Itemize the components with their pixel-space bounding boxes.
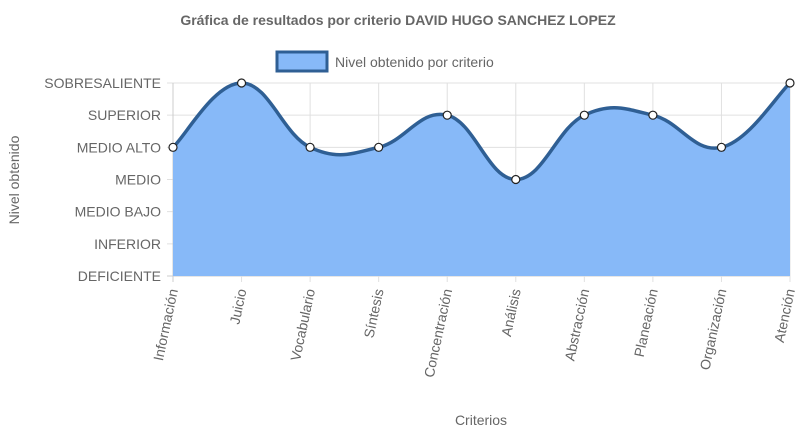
y-tick-label: MEDIO [115,172,161,188]
y-tick-label: MEDIO BAJO [75,204,161,220]
x-tick-label: Información [150,287,181,362]
x-tick-label: Vocabulario [287,287,318,362]
data-points [168,78,795,185]
data-point [305,142,315,152]
y-tick-label: SUPERIOR [88,107,161,123]
legend-swatch[interactable] [275,50,329,73]
x-tick-label: Juicio [226,287,249,326]
x-tick-label: Análisis [498,287,524,338]
chart-title: Gráfica de resultados por criterio DAVID… [180,12,616,28]
data-point [785,78,795,88]
y-tick-label: DEFICIENTE [78,268,161,284]
data-point [442,110,452,120]
data-point [374,142,384,152]
series-line [171,81,792,182]
data-point [236,78,247,88]
x-tick-label: Organización [697,287,730,371]
data-point [648,110,658,120]
x-tick-label: Abstracción [561,287,592,362]
y-tick-label: MEDIO ALTO [77,139,161,155]
legend[interactable]: Nivel obtenido por criterio [275,50,494,73]
x-axis-title: Criterios [455,412,507,428]
data-point [579,110,589,120]
series-area [173,83,790,276]
x-tick-label: Concentración [421,287,455,379]
x-tick-label: Síntesis [361,287,387,339]
legend-label[interactable]: Nivel obtenido por criterio [335,54,494,70]
x-tick-label: Planeación [631,287,661,358]
data-point [168,142,178,152]
y-axis-title: Nivel obtenido [6,135,22,224]
x-tick-label: Atención [771,287,795,344]
x-axis-ticks: Información Juicio Vocabulario Síntesis Conc… [150,287,795,379]
data-point [511,174,521,185]
y-tick-label: INFERIOR [94,236,161,252]
plot-area [171,81,792,276]
y-axis-ticks: DEFICIENTE INFERIOR MEDIO BAJO MEDIO MEDIO A… [44,75,161,284]
y-tick-label: SOBRESALIENTE [44,75,161,91]
data-point [716,142,727,152]
